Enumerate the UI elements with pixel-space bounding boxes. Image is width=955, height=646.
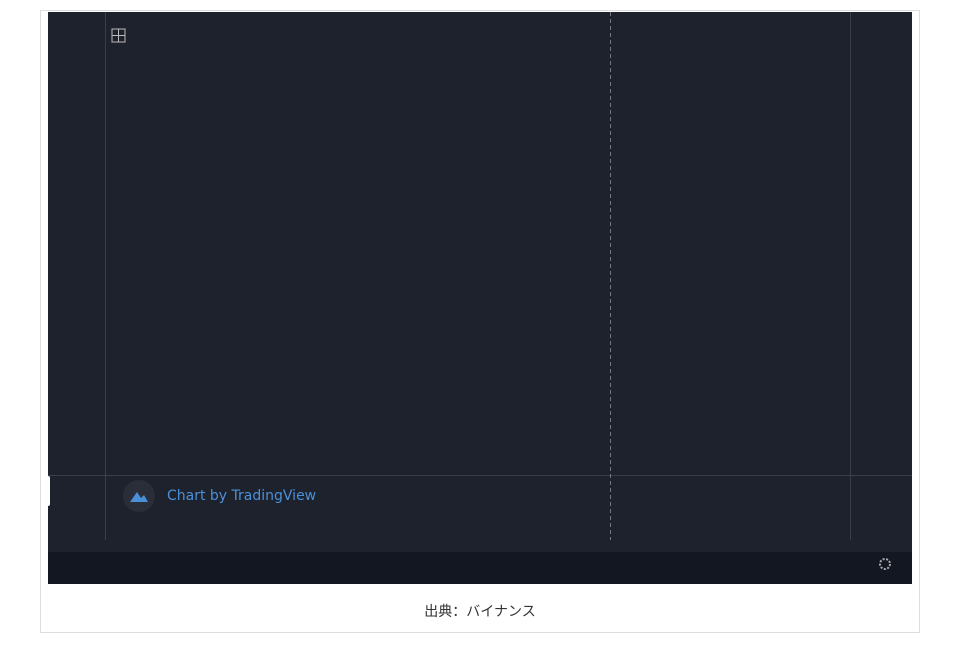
chart-background	[48, 12, 912, 584]
ohlc-icon-cross	[112, 29, 125, 42]
watermark-text: Chart by TradingView	[167, 488, 316, 504]
toolbar	[48, 552, 912, 584]
side-tab	[44, 476, 50, 506]
caption: 出典：バイナンス	[424, 604, 535, 620]
settings-icon[interactable]	[879, 558, 891, 570]
watermark-icon	[130, 492, 148, 502]
